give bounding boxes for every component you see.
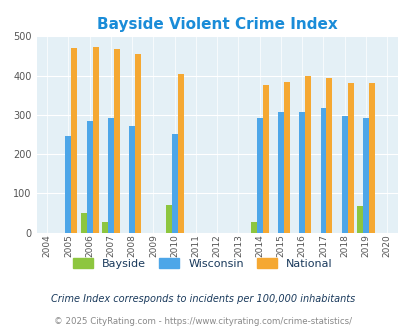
Bar (356, 206, 362, 233)
Bar (65, 136, 71, 233)
Bar (347, 83, 353, 233)
Bar (171, 135, 177, 233)
Bar (108, 117, 114, 233)
Bar (129, 126, 135, 233)
Bar (256, 118, 262, 233)
Text: © 2025 CityRating.com - https://www.cityrating.com/crime-statistics/: © 2025 CityRating.com - https://www.city… (54, 317, 351, 326)
Bar (87, 121, 92, 233)
Bar (250, 222, 256, 233)
Bar (283, 82, 289, 233)
Bar (135, 54, 141, 233)
Bar (165, 205, 171, 233)
Bar (368, 83, 374, 233)
Bar (320, 108, 326, 233)
Bar (177, 74, 183, 233)
Bar (92, 47, 98, 233)
Bar (277, 112, 283, 233)
Bar (298, 112, 305, 233)
Bar (362, 117, 368, 233)
Bar (326, 78, 332, 233)
Bar (81, 213, 87, 233)
Text: Crime Index corresponds to incidents per 100,000 inhabitants: Crime Index corresponds to incidents per… (51, 294, 354, 304)
Bar (102, 222, 108, 233)
Title: Bayside Violent Crime Index: Bayside Violent Crime Index (97, 17, 337, 32)
Bar (71, 48, 77, 233)
Bar (114, 49, 119, 233)
Bar (262, 84, 268, 233)
Bar (305, 76, 310, 233)
Legend: Bayside, Wisconsin, National: Bayside, Wisconsin, National (68, 254, 337, 273)
Bar (341, 115, 347, 233)
